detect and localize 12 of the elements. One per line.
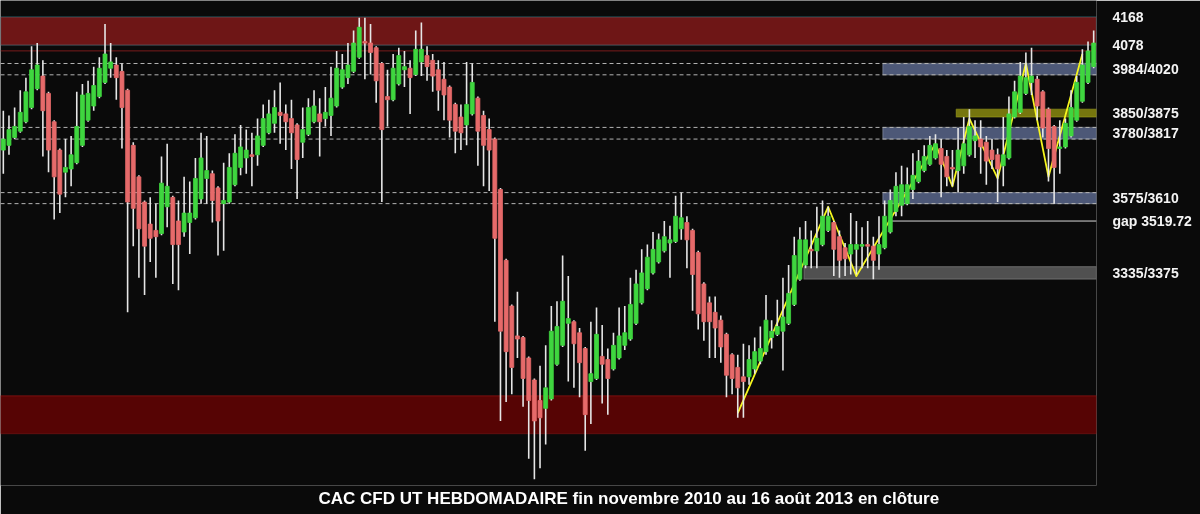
candlestick — [808, 229, 814, 269]
band-label: 3850/3875 — [1112, 105, 1179, 122]
y-tick-label: 4078 — [1112, 37, 1144, 54]
text: CAC CFD UT HEBDOMADAIRE fin novembre 2010 au 16 août 2013 en clôture — [318, 488, 940, 508]
candlestick — [249, 131, 255, 188]
band-label: 3335/3375 — [1112, 264, 1179, 281]
band-label: 3575/3610 — [1112, 190, 1179, 207]
y-tick-label: 4168 — [1112, 8, 1144, 25]
band-label: 3984/4020 — [1112, 61, 1179, 78]
ref-line-label: gap 3519.72 — [1112, 213, 1193, 230]
band-label: 3780/3817 — [1112, 125, 1179, 142]
candlestick — [407, 59, 413, 115]
